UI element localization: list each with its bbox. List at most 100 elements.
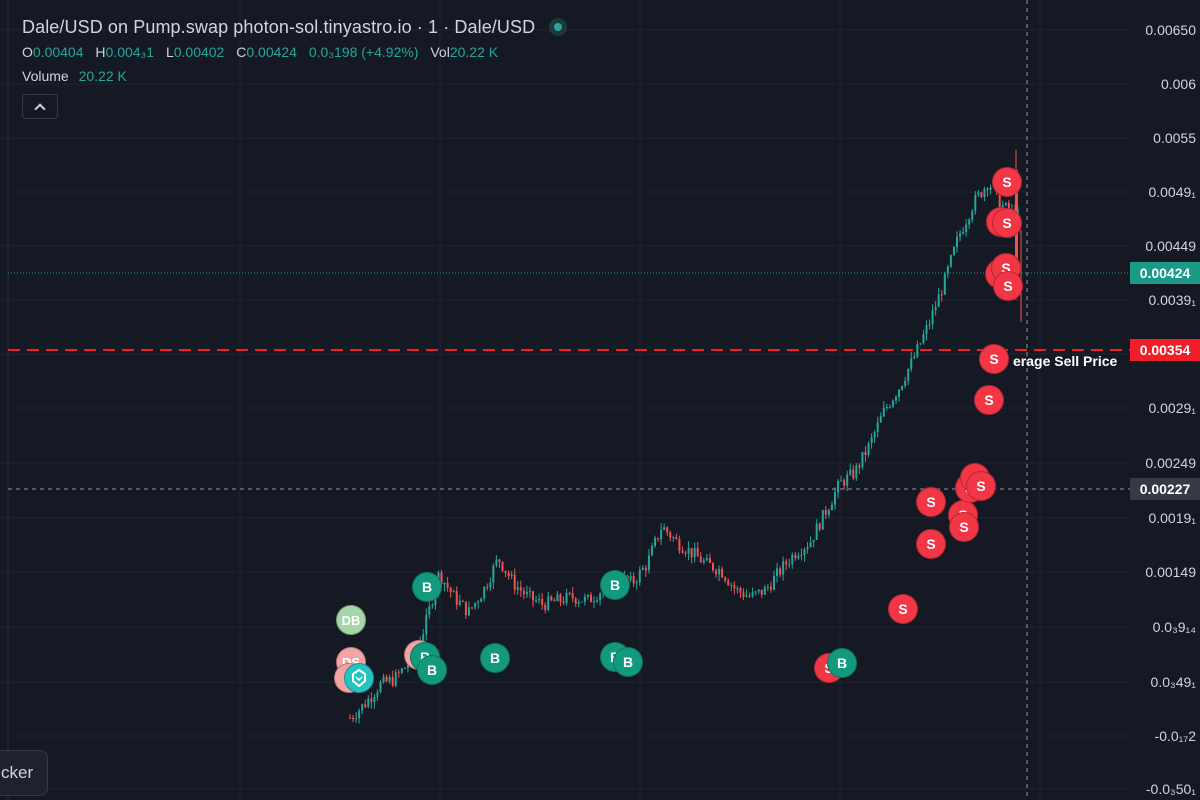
- price-tick: 0.00149: [1145, 564, 1196, 580]
- candle-body-up: [763, 587, 766, 595]
- candle-body-up: [922, 334, 925, 344]
- candle-body-up: [406, 665, 409, 669]
- candle-body-up: [827, 510, 830, 515]
- candle-body-down: [544, 604, 547, 611]
- dev-buy-marker[interactable]: DB: [336, 605, 366, 635]
- candle-body-up: [599, 593, 602, 601]
- candle-body-up: [800, 554, 803, 556]
- candle-body-up: [480, 598, 483, 602]
- high-value: 0.004₃1: [105, 44, 155, 60]
- candle-body-up: [934, 307, 937, 311]
- candle-body-down: [571, 593, 574, 599]
- open-value: 0.00404: [32, 44, 84, 60]
- volume-row: Volume 20.22 K: [22, 68, 567, 88]
- candle-body-up: [910, 358, 913, 369]
- candle-body-up: [855, 465, 858, 479]
- candle-body-down: [632, 576, 635, 584]
- candle-body-up: [394, 672, 397, 686]
- candle-body-up: [901, 385, 904, 390]
- price-tick: 0.0039₁: [1148, 292, 1196, 308]
- candle-body-up: [452, 591, 455, 593]
- candle-body-down: [748, 595, 751, 597]
- sell-marker[interactable]: S: [949, 512, 979, 542]
- candle-body-up: [736, 588, 739, 590]
- candle-body-down: [507, 572, 510, 577]
- candle-body-down: [522, 590, 525, 595]
- candle-body-down: [568, 592, 571, 594]
- volume-label[interactable]: Volume: [22, 68, 69, 84]
- candle-body-up: [528, 591, 531, 593]
- candle-body-up: [693, 548, 696, 558]
- sell-marker[interactable]: S: [993, 271, 1023, 301]
- candle-body-up: [379, 682, 382, 693]
- tracker-button[interactable]: cker: [0, 750, 48, 796]
- candle-body-down: [760, 589, 763, 595]
- candle-body-up: [983, 188, 986, 197]
- candle-body-up: [849, 469, 852, 475]
- candle-body-down: [370, 698, 373, 702]
- candle-body-up: [962, 232, 965, 234]
- candle-body-up: [492, 565, 495, 583]
- chart-legend: Dale/USD on Pump.swap photon-sol.tinyast…: [22, 14, 568, 119]
- candle-body-up: [840, 480, 843, 482]
- candle-body-down: [986, 188, 989, 190]
- candle-body-down: [364, 704, 367, 708]
- candle-body-down: [684, 552, 687, 554]
- candle-body-up: [403, 668, 406, 670]
- candle-body-down: [843, 480, 846, 486]
- low-key: L: [165, 44, 174, 60]
- price-axis[interactable]: 0.00650 0.006 0.0055 0.0049₁ 0.00449 0.0…: [1130, 0, 1200, 800]
- candle-body-down: [589, 594, 592, 603]
- buy-marker[interactable]: B: [480, 643, 510, 673]
- candle-body-down: [696, 548, 699, 557]
- candle-body-up: [937, 294, 940, 308]
- candle-body-up: [815, 523, 818, 540]
- candle-body-up: [672, 537, 675, 539]
- candle-body-up: [705, 558, 708, 561]
- candle-body-down: [711, 563, 714, 571]
- candle-body-down: [541, 599, 544, 605]
- candle-body-up: [904, 380, 907, 386]
- market-status-icon[interactable]: [549, 18, 568, 36]
- sell-marker[interactable]: S: [916, 529, 946, 559]
- candle-body-up: [812, 539, 815, 543]
- candle-body-up: [373, 696, 376, 702]
- symbol-title[interactable]: Dale/USD on Pump.swap photon-sol.tinyast…: [22, 16, 536, 37]
- candle-body-down: [794, 554, 797, 559]
- candle-body-up: [919, 343, 922, 345]
- price-tick: 0.00449: [1145, 238, 1196, 254]
- candle-body-down: [464, 601, 467, 616]
- sell-marker[interactable]: S: [979, 344, 1009, 374]
- candle-body-up: [510, 574, 513, 577]
- candle-body-up: [809, 542, 812, 548]
- candle-body-up: [650, 546, 653, 556]
- candle-body-up: [702, 560, 705, 563]
- candle-body-up: [495, 559, 498, 566]
- sell-marker[interactable]: S: [992, 167, 1022, 197]
- candle-body-up: [361, 704, 364, 711]
- price-tick: 0.0029₁: [1148, 400, 1196, 416]
- sell-marker[interactable]: S: [916, 487, 946, 517]
- sell-marker[interactable]: S: [974, 385, 1004, 415]
- buy-marker[interactable]: B: [417, 655, 447, 685]
- candle-body-down: [699, 556, 702, 563]
- candle-body-down: [940, 294, 943, 296]
- buy-marker[interactable]: B: [827, 648, 857, 678]
- lion-logo-icon[interactable]: [344, 663, 374, 693]
- candle-body-down: [391, 677, 394, 686]
- buy-marker[interactable]: B: [600, 570, 630, 600]
- sell-marker[interactable]: S: [966, 471, 996, 501]
- buy-marker[interactable]: B: [613, 647, 643, 677]
- candle-body-up: [949, 255, 952, 267]
- collapse-legend-button[interactable]: [22, 94, 58, 119]
- candle-body-down: [553, 599, 556, 602]
- buy-marker[interactable]: B: [412, 572, 442, 602]
- candle-body-up: [916, 344, 919, 357]
- sell-marker[interactable]: S: [888, 594, 918, 624]
- sell-marker[interactable]: S: [992, 208, 1022, 238]
- price-tick: 0.0055: [1153, 130, 1196, 146]
- candle-body-up: [1004, 202, 1007, 206]
- candle-body-up: [687, 547, 690, 554]
- candle-body-down: [1007, 202, 1010, 211]
